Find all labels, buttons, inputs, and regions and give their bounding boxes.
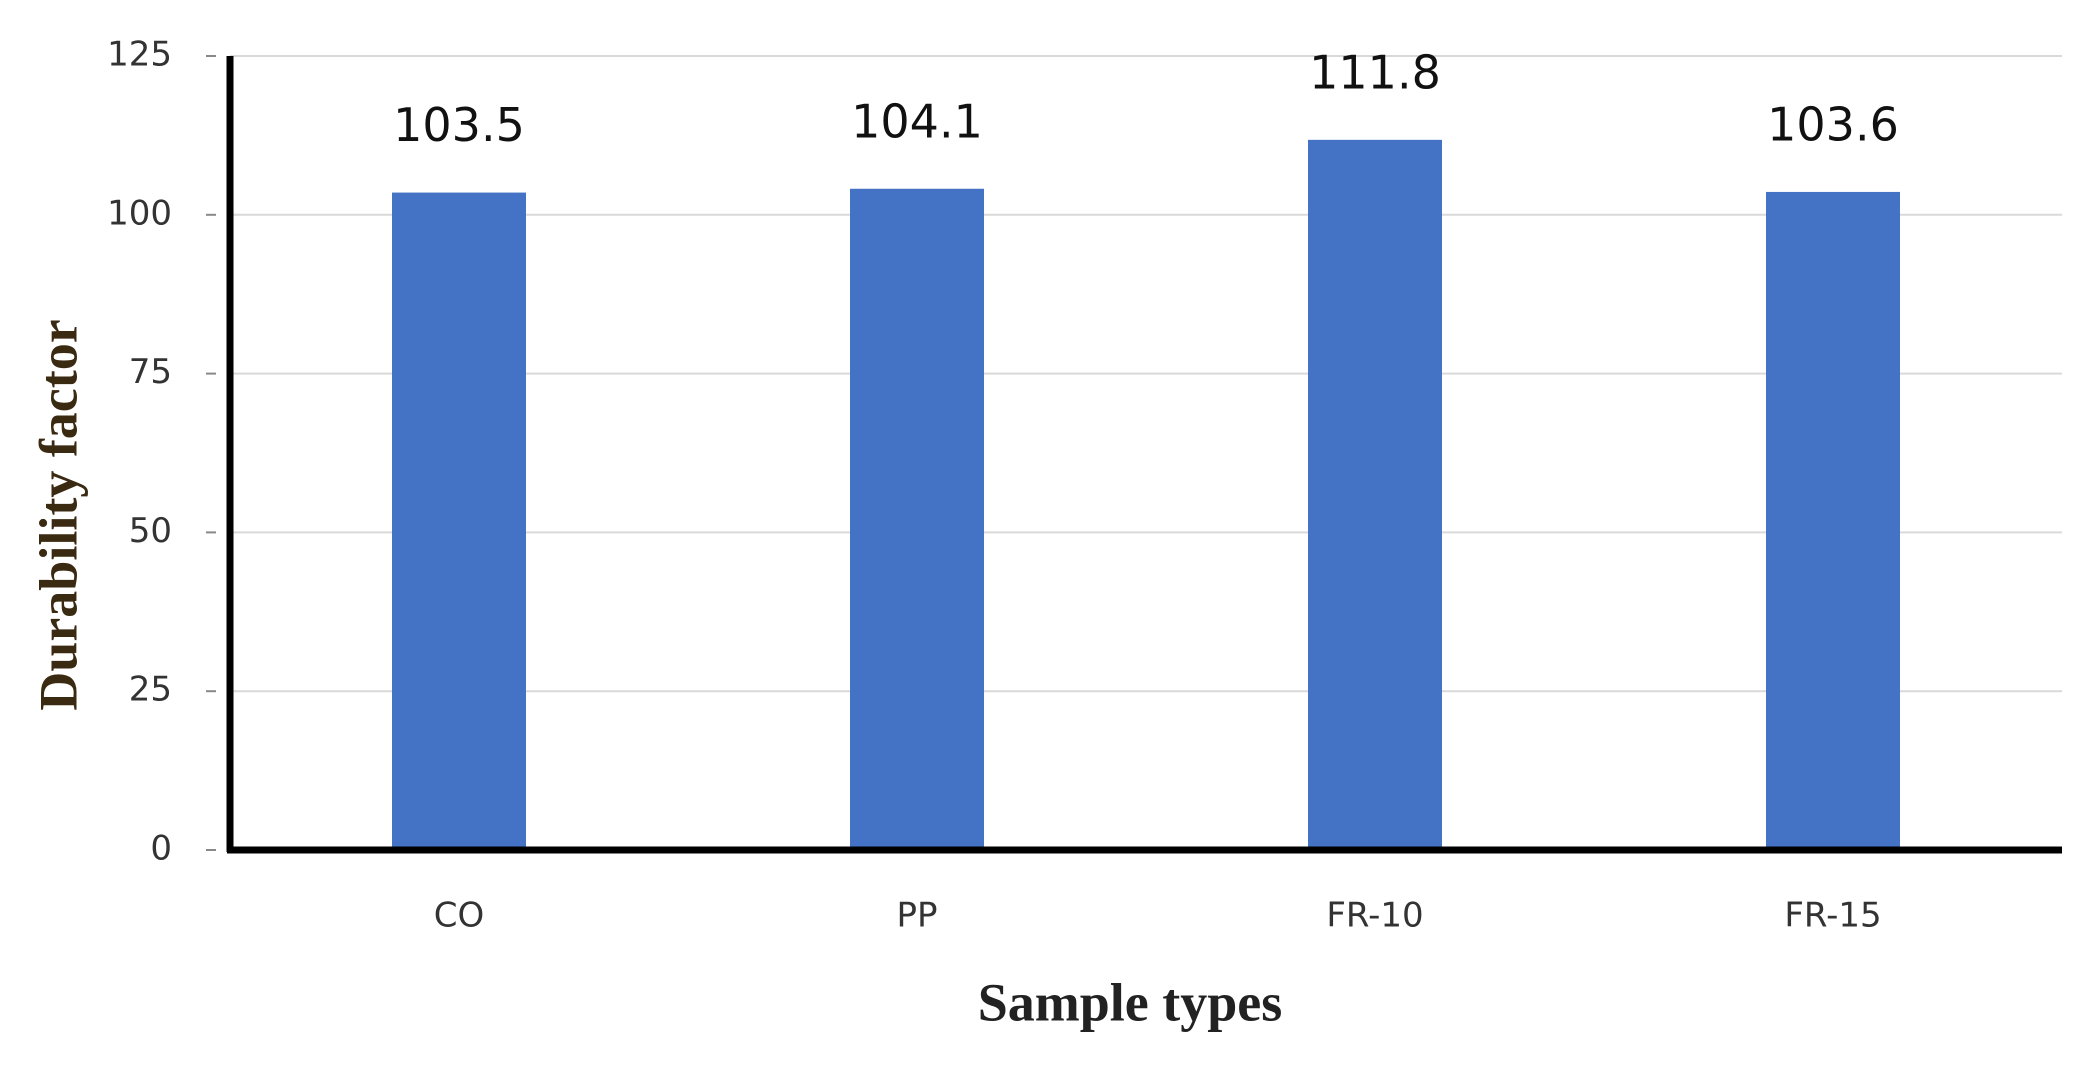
x-tick-label: FR-10 (1326, 896, 1423, 936)
x-tick-label: PP (896, 896, 937, 936)
bar (850, 188, 984, 850)
y-tick-label: 75 (129, 352, 172, 392)
data-label: 104.1 (851, 94, 983, 148)
x-tick-label: CO (434, 896, 485, 936)
y-tick-label: 100 (107, 193, 172, 233)
bar (392, 192, 526, 850)
x-axis-title: Sample types (978, 972, 1283, 1032)
data-label: 103.5 (393, 98, 525, 152)
y-tick-label: 125 (107, 35, 172, 75)
x-tick-label: FR-15 (1784, 896, 1881, 936)
bar (1766, 191, 1900, 850)
data-label: 111.8 (1309, 45, 1441, 99)
y-axis-title: Durability factor (28, 319, 88, 710)
data-label: 103.6 (1767, 97, 1899, 151)
y-tick-label: 0 (150, 829, 172, 869)
y-tick-label: 25 (129, 670, 172, 710)
bar (1308, 139, 1442, 850)
y-tick-label: 50 (129, 511, 172, 551)
